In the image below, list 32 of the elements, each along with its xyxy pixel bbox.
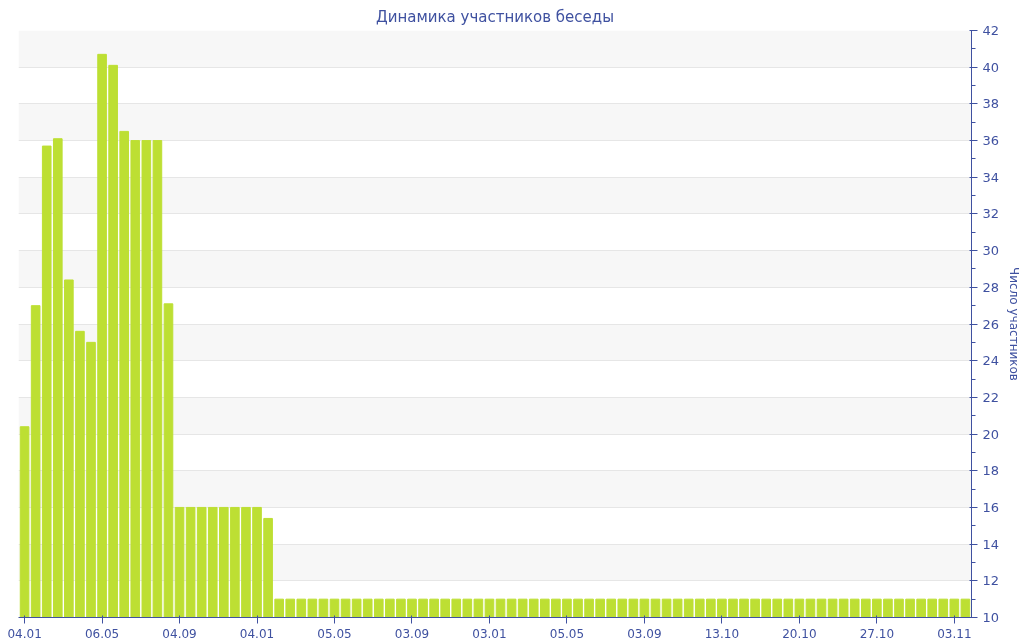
y2-tick-label: 38 [982,96,1000,112]
y2-tick-label: 10 [982,610,1000,625]
x-tick-label: 13.10 [704,626,740,640]
y2-tick-label: 30 [982,243,1000,259]
y2-tick-label: 22 [982,389,1000,405]
x-tick-label: 03.09 [627,626,662,640]
y2-tick-label: 26 [982,316,1000,332]
y2-tick-label: 42 [982,23,1000,38]
y2-tick-label: 40 [982,59,1000,75]
x-tick-label: 03.01 [472,626,507,640]
x-tick-label: 04.01 [7,626,42,640]
x-tick-label: 05.05 [317,626,352,640]
y2-tick-label: 32 [982,206,1000,222]
chart-title: Динамика участников беседы [375,7,615,26]
y2-tick-label: 36 [982,133,1000,149]
y2-tick-label: 20 [982,426,1000,442]
y2-tick-label: 18 [982,463,1000,479]
x-tick-label: 20.10 [782,626,817,640]
x-tick-label: 06.05 [84,626,120,640]
x-tick-label: 05.05 [549,626,585,640]
y2-tick-label: 16 [982,499,1000,515]
y2-tick-label: 34 [982,169,1000,185]
y2-tick-label: 12 [982,573,1000,589]
x-tick-label: 03.09 [394,626,430,640]
x-tick-label: 04.09 [162,626,197,640]
y2-tick-label: 24 [982,353,1000,369]
x-tick-label: 27.10 [859,626,895,640]
x-tick-label: 04.01 [239,626,275,640]
x-tick-label: 03.11 [937,626,972,640]
y2-tick-label: 14 [982,536,1000,552]
y2-tick-label: 28 [982,279,1000,295]
y2-axis-title: Число участников [1007,267,1022,381]
